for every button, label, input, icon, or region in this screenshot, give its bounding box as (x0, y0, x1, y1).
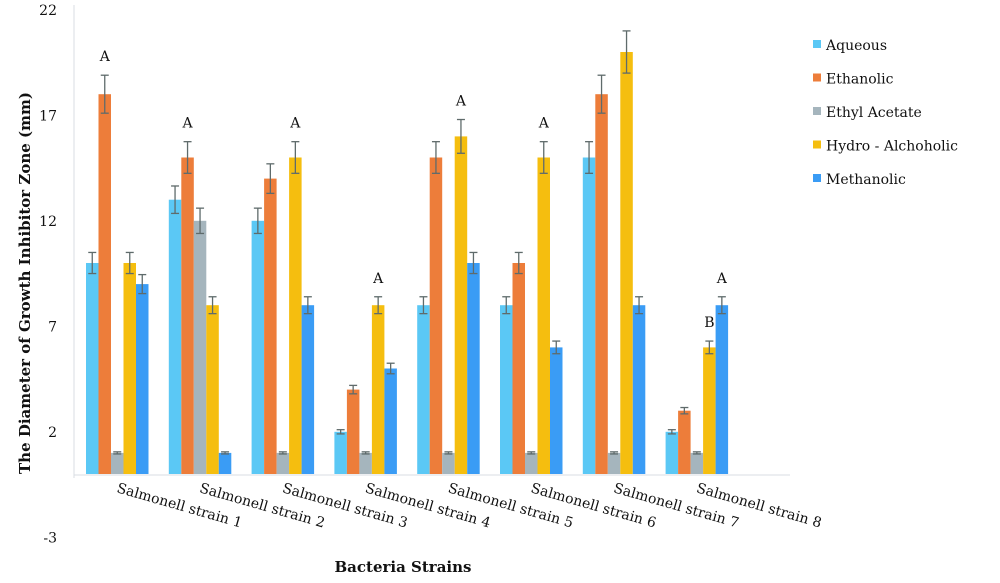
annotation-label: A (181, 116, 193, 132)
legend-swatch (813, 40, 821, 48)
legend-entry: Aqueous (825, 38, 887, 54)
bar (715, 305, 729, 474)
y-tick-label: 2 (48, 425, 57, 441)
legend-entry: Ethanolic (826, 72, 894, 88)
bar (334, 431, 347, 474)
bar (251, 220, 265, 474)
y-tick-label: 7 (48, 319, 57, 335)
legend-entry: Hydro - Alchoholic (826, 139, 958, 155)
bar (690, 452, 704, 474)
bar (467, 263, 480, 474)
annotation-label: A (372, 271, 384, 287)
bar (537, 157, 550, 474)
bar (703, 347, 716, 474)
bar (525, 452, 538, 474)
bar (665, 431, 679, 474)
y-tick-label: 17 (39, 108, 57, 124)
y-tick-label: -3 (43, 530, 57, 546)
bar (289, 157, 302, 474)
bar (218, 452, 232, 474)
bar (678, 410, 691, 474)
y-axis-title: The Diameter of Growth Inhibitor Zone (m… (16, 92, 34, 474)
bar (123, 263, 136, 474)
y-tick-label: 12 (39, 214, 57, 230)
legend-swatch (813, 174, 821, 182)
legend-swatch (813, 73, 821, 82)
legend-entry: Methanolic (826, 172, 906, 188)
bar (193, 220, 207, 474)
bar (86, 263, 99, 474)
legend-swatch (813, 140, 821, 149)
bar (111, 452, 124, 474)
bar (442, 452, 455, 474)
bar (181, 157, 194, 474)
bar (168, 199, 182, 474)
bar (276, 452, 290, 474)
annotation-label: A (289, 116, 301, 132)
bar (595, 94, 608, 474)
bar (264, 178, 277, 474)
bar (346, 389, 360, 474)
annotation-label: A (716, 271, 728, 287)
bar (417, 305, 430, 474)
legend-swatch (813, 107, 821, 115)
bar (632, 305, 646, 474)
bar (454, 136, 468, 474)
annotation-label: A (538, 116, 550, 132)
bar (607, 452, 621, 474)
y-tick-label: 22 (39, 3, 57, 19)
bar (429, 157, 443, 474)
bar (620, 52, 633, 474)
bar (384, 368, 397, 474)
bar (500, 305, 513, 474)
bar (301, 305, 315, 474)
bar (550, 347, 563, 474)
bar (512, 263, 525, 474)
annotation-label: A (455, 94, 467, 110)
bar (359, 452, 372, 474)
bar (98, 94, 111, 474)
annotation-label: B (704, 315, 714, 331)
bar (136, 284, 149, 474)
bar (371, 305, 385, 474)
legend-entry: Ethyl Acetate (826, 105, 922, 121)
bar (206, 305, 219, 474)
bar (582, 157, 596, 474)
annotation-label: A (99, 49, 111, 65)
x-axis-title: Bacteria Strains (335, 558, 472, 576)
